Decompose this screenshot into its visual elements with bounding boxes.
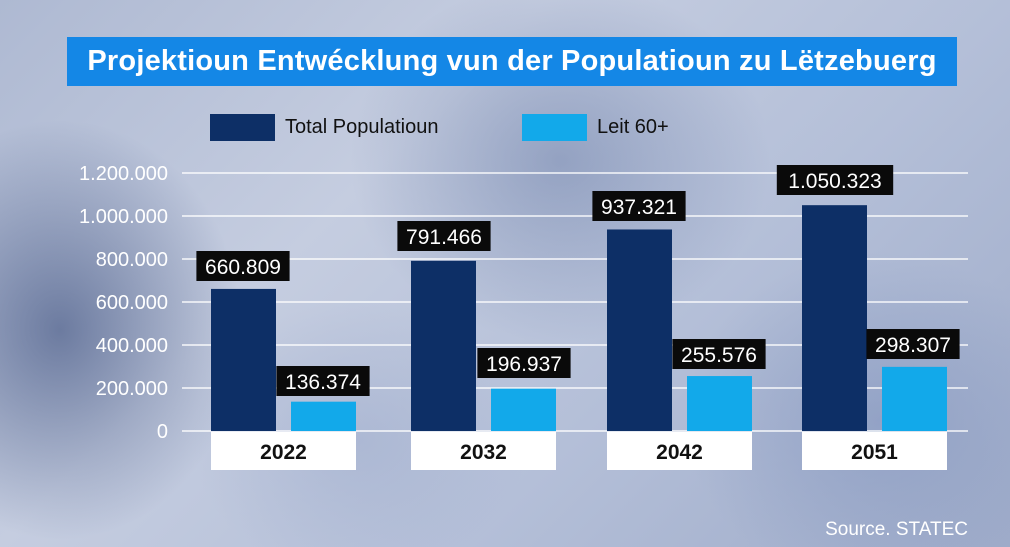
bar-total bbox=[411, 260, 476, 431]
data-label-box bbox=[397, 221, 491, 251]
data-label-box bbox=[866, 329, 960, 359]
bar-total bbox=[211, 288, 276, 431]
data-label-box bbox=[477, 348, 571, 378]
bar-total bbox=[607, 229, 672, 431]
data-label: 298.307 bbox=[875, 334, 951, 357]
legend-swatch-senior bbox=[522, 114, 587, 141]
category-label-box bbox=[411, 432, 556, 470]
category-label: 2032 bbox=[460, 441, 507, 464]
data-label-box bbox=[592, 191, 686, 221]
data-label: 660.809 bbox=[205, 256, 281, 279]
category-label-box bbox=[607, 432, 752, 470]
data-label: 791.466 bbox=[406, 226, 482, 249]
data-label-box bbox=[776, 165, 894, 195]
category-label: 2042 bbox=[656, 441, 703, 464]
legend-item-total: Total Populatioun bbox=[210, 114, 438, 141]
data-label: 937.321 bbox=[601, 196, 677, 219]
data-label-box bbox=[276, 366, 370, 396]
data-label: 196.937 bbox=[486, 353, 562, 376]
chart-title: Projektioun Entwécklung vun der Populati… bbox=[67, 37, 957, 86]
y-tick-label: 1.200.000 bbox=[79, 163, 168, 185]
data-label: 255.576 bbox=[681, 344, 757, 367]
data-label-box bbox=[672, 339, 766, 369]
legend-item-senior: Leit 60+ bbox=[522, 114, 669, 141]
y-tick-label: 600.000 bbox=[96, 292, 168, 314]
category-label-box bbox=[802, 432, 947, 470]
y-tick-label: 0 bbox=[157, 421, 168, 443]
y-tick-label: 800.000 bbox=[96, 249, 168, 271]
legend-label-senior: Leit 60+ bbox=[597, 116, 669, 138]
bar-senior bbox=[291, 401, 356, 431]
data-label-box bbox=[196, 251, 290, 281]
bar-senior bbox=[882, 366, 947, 431]
category-label: 2051 bbox=[851, 441, 898, 464]
bar-senior bbox=[687, 376, 752, 431]
legend: Total Populatioun Leit 60+ bbox=[0, 114, 1010, 142]
bar-senior bbox=[491, 388, 556, 431]
category-label-box bbox=[211, 432, 356, 470]
bar-total bbox=[802, 205, 867, 431]
y-tick-label: 200.000 bbox=[96, 378, 168, 400]
category-label: 2022 bbox=[260, 441, 307, 464]
y-tick-label: 400.000 bbox=[96, 335, 168, 357]
source-note: Source. STATEC bbox=[825, 519, 968, 540]
data-label: 1.050.323 bbox=[788, 170, 881, 193]
legend-swatch-total bbox=[210, 114, 275, 141]
data-label: 136.374 bbox=[285, 371, 361, 394]
y-tick-label: 1.000.000 bbox=[79, 206, 168, 228]
legend-label-total: Total Populatioun bbox=[285, 116, 439, 138]
